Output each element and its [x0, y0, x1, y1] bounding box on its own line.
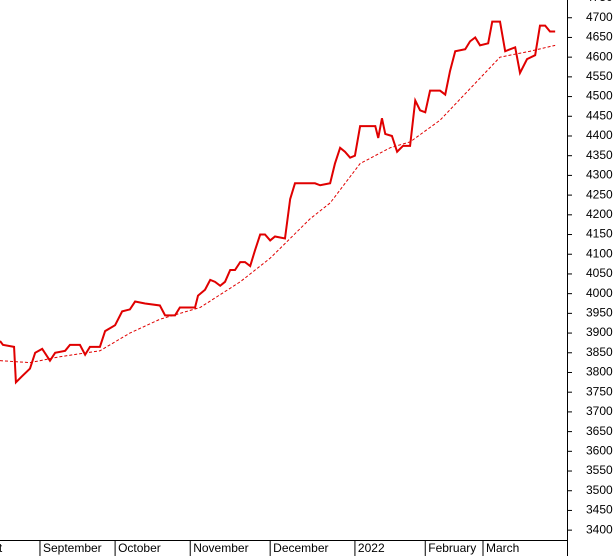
y-tick-label: 4750: [586, 0, 613, 4]
x-tick-label: November: [193, 541, 248, 555]
y-tick-label: 4650: [586, 30, 613, 44]
y-tick-label: 4300: [586, 168, 613, 182]
y-tick-label: 4200: [586, 207, 613, 221]
y-tick-label: 4550: [586, 69, 613, 83]
y-tick-label: 4700: [586, 10, 613, 24]
x-tick-label: 2022: [358, 541, 385, 555]
y-tick-label: 4400: [586, 128, 613, 142]
y-tick-label: 4500: [586, 89, 613, 103]
y-tick-label: 4350: [586, 148, 613, 162]
y-tick-label: 3850: [586, 345, 613, 359]
moving-average-line: [0, 44, 556, 364]
x-tick-label: October: [118, 541, 161, 555]
y-tick-label: 3950: [586, 306, 613, 320]
y-tick-label: 4250: [586, 187, 613, 201]
y-tick-label: 3450: [586, 503, 613, 517]
y-tick-label: 3400: [586, 522, 613, 536]
x-tick-label: August: [0, 541, 3, 555]
y-tick-label: 3550: [586, 463, 613, 477]
price-line: [0, 20, 556, 385]
y-tick-label: 3700: [586, 404, 613, 418]
y-tick-label: 4600: [586, 49, 613, 63]
x-tick-label: February: [428, 541, 476, 555]
y-tick-label: 4150: [586, 227, 613, 241]
y-tick-label: 4050: [586, 266, 613, 280]
y-tick-label: 4450: [586, 108, 613, 122]
y-tick-label: 3650: [586, 424, 613, 438]
y-tick-label: 3600: [586, 443, 613, 457]
y-tick-label: 3900: [586, 325, 613, 339]
y-tick-label: 3750: [586, 384, 613, 398]
y-tick-label: 4000: [586, 286, 613, 300]
y-tick-label: 3800: [586, 365, 613, 379]
x-tick-label: December: [273, 541, 328, 555]
x-tick-label: March: [486, 541, 519, 555]
x-tick-label: September: [43, 541, 102, 555]
y-tick-label: 3500: [586, 483, 613, 497]
y-tick-label: 4100: [586, 246, 613, 260]
